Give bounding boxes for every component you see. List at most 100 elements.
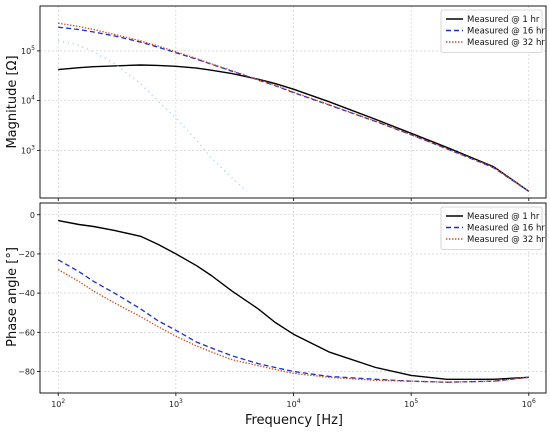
magnitude-legend-label: Measured @ 16 hr <box>467 27 545 37</box>
phase-legend-label: Measured @ 32 hr <box>467 235 545 245</box>
phase-x-tick-label: 106 <box>522 398 536 409</box>
magnitude-series-3-point <box>175 117 177 119</box>
phase-series-0-point <box>93 226 95 228</box>
magnitude-series-3-point <box>210 157 212 159</box>
phase-series-2-point <box>410 380 412 382</box>
phase-series-1-point <box>78 271 80 273</box>
phase-series-0-point <box>157 243 159 245</box>
magnitude-series-3-point <box>93 51 95 53</box>
magnitude-series-2-point <box>114 34 116 36</box>
phase-series-0-point <box>57 220 59 222</box>
phase-legend-label: Measured @ 1 hr <box>467 212 540 222</box>
phase-series-1-point <box>274 367 276 369</box>
magnitude-series-2-point <box>231 70 233 72</box>
magnitude-y-tick-label: 104 <box>21 95 35 106</box>
magnitude-panel: 103 104 105 Measured @ 1 hr Measured @ 16 hr… <box>21 5 547 201</box>
phase-series-2-point <box>78 281 80 283</box>
magnitude-series-0-point <box>328 101 330 103</box>
phase-series-2-point <box>175 335 177 337</box>
phase-series-0-point <box>231 290 233 292</box>
phase-panel: 0 −20 −40 −60 −80 102 103 104 105 106 Measured @ 1… <box>18 202 547 409</box>
magnitude-series-0-point <box>375 119 377 121</box>
magnitude-series-2-point <box>93 29 95 31</box>
magnitude-series-2-point <box>493 166 495 168</box>
magnitude-series-3-point <box>157 100 159 102</box>
magnitude-series-2-point <box>257 79 259 81</box>
magnitude-series-0-point <box>175 65 177 67</box>
phase-series-2-point <box>528 376 530 378</box>
magnitude-series-0-point <box>293 88 295 90</box>
phase-series-1-point <box>93 281 95 283</box>
magnitude-series-3-point <box>246 190 248 192</box>
phase-series-0-point <box>114 230 116 232</box>
phase-series-2-point <box>57 269 59 271</box>
phase-series-0-point <box>78 224 80 226</box>
phase-x-tick-label: 102 <box>51 398 65 409</box>
magnitude-series-3-point <box>196 139 198 141</box>
magnitude-series-line-0 <box>58 64 530 192</box>
phase-series-2-point <box>231 359 233 361</box>
magnitude-series-1-point <box>93 31 95 33</box>
magnitude-series-0-point <box>57 69 59 71</box>
magnitude-series-3-point <box>78 44 80 46</box>
magnitude-series-2-point <box>528 190 530 192</box>
magnitude-series-2-point <box>196 58 198 60</box>
phase-series-line-0 <box>58 219 529 380</box>
phase-series-1-point <box>175 329 177 331</box>
magnitude-series-3-point <box>57 40 59 42</box>
phase-series-1-point <box>196 341 198 343</box>
phase-series-2-point <box>274 369 276 371</box>
phase-legend-label: Measured @ 16 hr <box>467 224 545 234</box>
magnitude-series-0-point <box>231 73 233 75</box>
phase-series-0-point <box>140 235 142 237</box>
phase-series-0-point <box>274 322 276 324</box>
magnitude-series-2-point <box>57 22 59 24</box>
phase-series-1-point <box>210 347 212 349</box>
phase-series-0-point <box>210 275 212 277</box>
magnitude-series-0-point <box>157 65 159 67</box>
magnitude-series-0-point <box>114 65 116 67</box>
magnitude-y-tick-label: 105 <box>21 45 35 56</box>
phase-series-2-point <box>157 326 159 328</box>
magnitude-grid <box>40 6 546 198</box>
phase-series-line-2 <box>57 269 529 383</box>
frequency-x-axis-label: Frequency [Hz] <box>245 413 343 428</box>
phase-series-0-point <box>328 351 330 353</box>
magnitude-series-2-point <box>328 104 330 106</box>
magnitude-series-2-point <box>375 120 377 122</box>
magnitude-series-3-point <box>114 63 116 65</box>
magnitude-series-1-point <box>78 29 80 31</box>
magnitude-series-2-point <box>410 134 412 136</box>
phase-series-1-point <box>140 308 142 310</box>
magnitude-series-1-point <box>57 26 59 28</box>
magnitude-legend-label: Measured @ 1 hr <box>467 15 540 25</box>
magnitude-y-axis-label: Magnitude [Ω] <box>5 55 20 148</box>
magnitude-series-2-point <box>446 148 448 150</box>
phase-series-2-point <box>257 365 259 367</box>
phase-legend: Measured @ 1 hr Measured @ 16 hrMeasured … <box>440 206 545 250</box>
phase-series-0-point <box>175 253 177 255</box>
phase-series-2-point <box>328 376 330 378</box>
magnitude-series-2-point <box>210 63 212 65</box>
magnitude-legend-box <box>440 9 543 53</box>
magnitude-legend: Measured @ 1 hr Measured @ 16 hrMeasured … <box>440 9 545 53</box>
magnitude-series-2-point <box>140 40 142 42</box>
phase-legend-box <box>440 206 543 250</box>
magnitude-series-2-point <box>175 51 177 53</box>
magnitude-series-0-point <box>93 66 95 68</box>
phase-series-2-point <box>446 381 448 383</box>
phase-series-2-point <box>140 316 142 318</box>
phase-series-0-point <box>410 375 412 377</box>
phase-y-tick-label: −40 <box>18 289 35 298</box>
magnitude-legend-label: Measured @ 32 hr <box>467 38 545 48</box>
phase-series-2-point <box>114 302 116 304</box>
phase-y-tick-label: 0 <box>30 211 35 220</box>
phase-series-0-point <box>257 308 259 310</box>
magnitude-y-tick-label: 103 <box>21 144 35 155</box>
phase-x-tick-label: 103 <box>169 398 183 409</box>
phase-series-1-point <box>114 292 116 294</box>
phase-series-0-point <box>293 333 295 335</box>
phase-series-0-point <box>196 265 198 267</box>
phase-series-1-point <box>257 363 259 365</box>
